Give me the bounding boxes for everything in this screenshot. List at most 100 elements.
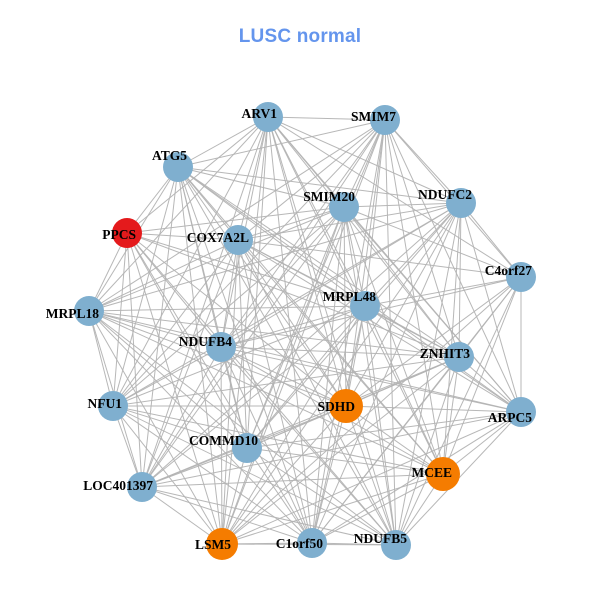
graph-node-label-ndufb5: NDUFB5 bbox=[354, 531, 407, 546]
graph-edge bbox=[442, 276, 522, 475]
graph-edge bbox=[246, 447, 444, 475]
graph-edge bbox=[237, 239, 347, 407]
graph-edge bbox=[112, 405, 248, 449]
graph-edge bbox=[88, 206, 345, 312]
graph-edge bbox=[364, 202, 462, 307]
graph-node-label-smim20: SMIM20 bbox=[303, 189, 355, 204]
graph-edge bbox=[141, 166, 179, 488]
graph-node-label-sdhd: SDHD bbox=[317, 399, 355, 414]
graph-edge bbox=[311, 405, 347, 544]
graph-edge bbox=[364, 276, 522, 307]
graph-edge bbox=[88, 310, 248, 449]
graph-node-znhit3[interactable] bbox=[444, 342, 474, 372]
node-layer[interactable] bbox=[74, 102, 536, 560]
graph-edge bbox=[345, 405, 444, 475]
graph-node-smim7[interactable] bbox=[370, 105, 400, 135]
graph-node-c1orf50[interactable] bbox=[297, 528, 327, 558]
graph-edge bbox=[141, 116, 269, 488]
graph-node-commd10[interactable] bbox=[232, 433, 262, 463]
graph-edge bbox=[237, 239, 444, 475]
graph-edge bbox=[364, 305, 444, 475]
graph-edge bbox=[126, 232, 143, 488]
page-title: LUSC normal bbox=[238, 26, 362, 47]
graph-edge bbox=[141, 305, 366, 488]
graph-node-label-atg5: ATG5 bbox=[152, 148, 187, 163]
graph-edge bbox=[311, 202, 462, 544]
graph-edge bbox=[112, 346, 222, 407]
graph-edge bbox=[141, 473, 444, 488]
graph-edge bbox=[141, 411, 522, 488]
graph-edge bbox=[395, 202, 462, 546]
graph-edge bbox=[112, 239, 239, 407]
graph-edge bbox=[88, 310, 222, 348]
graph-node-ndufb4[interactable] bbox=[206, 332, 236, 362]
graph-node-smim20[interactable] bbox=[329, 192, 359, 222]
graph-edge bbox=[311, 473, 444, 544]
graph-node-lsm5[interactable] bbox=[206, 528, 238, 560]
graph-edge bbox=[267, 116, 366, 307]
graph-node-label-znhit3: ZNHIT3 bbox=[420, 346, 471, 361]
graph-node-cox7a2l[interactable] bbox=[223, 225, 253, 255]
graph-edge bbox=[220, 239, 239, 348]
graph-edge bbox=[343, 206, 522, 278]
graph-node-mrpl48[interactable] bbox=[350, 291, 380, 321]
graph-edge bbox=[112, 405, 313, 544]
graph-edge bbox=[112, 405, 223, 545]
graph-edge bbox=[88, 119, 386, 312]
graph-edge bbox=[246, 116, 269, 449]
graph-edge bbox=[395, 276, 522, 546]
node-label-layer: ARV1 SMIM7 ATG5 SMIM20 NDUFC2 PPCS COX7A2L C4or… bbox=[46, 106, 532, 552]
graph-edge bbox=[237, 239, 522, 278]
graph-edge bbox=[112, 206, 345, 407]
graph-edge bbox=[311, 356, 460, 544]
graph-node-label-cox7a2l: COX7A2L bbox=[187, 230, 249, 245]
graph-edge bbox=[395, 356, 460, 546]
graph-edge bbox=[220, 346, 347, 407]
graph-edge bbox=[384, 119, 462, 204]
graph-edge bbox=[267, 116, 522, 278]
graph-edge bbox=[237, 116, 269, 241]
graph-edge bbox=[364, 305, 397, 546]
graph-edge bbox=[88, 202, 462, 312]
graph-node-label-mrpl48: MRPL48 bbox=[323, 289, 376, 304]
graph-node-c4orf27[interactable] bbox=[506, 262, 536, 292]
graph-node-label-c1orf50: C1orf50 bbox=[276, 536, 323, 551]
graph-edge bbox=[112, 119, 386, 407]
graph-edge bbox=[177, 166, 460, 358]
graph-node-label-arv1: ARV1 bbox=[241, 106, 277, 121]
graph-node-label-ndufb4: NDUFB4 bbox=[179, 334, 232, 349]
graph-edge bbox=[88, 310, 460, 358]
graph-edge bbox=[460, 202, 522, 278]
graph-edge bbox=[345, 405, 522, 413]
graph-node-mrpl18[interactable] bbox=[74, 296, 104, 326]
graph-edge bbox=[126, 232, 248, 449]
graph-edge bbox=[442, 356, 460, 475]
graph-edge bbox=[112, 202, 462, 407]
graph-edge bbox=[112, 405, 444, 475]
graph-edge bbox=[237, 239, 248, 449]
graph-node-ppcs[interactable] bbox=[112, 218, 142, 248]
graph-edge bbox=[88, 310, 522, 413]
graph-edge bbox=[267, 116, 386, 121]
graph-node-atg5[interactable] bbox=[163, 152, 193, 182]
graph-node-arpc5[interactable] bbox=[506, 397, 536, 427]
graph-node-loc401397[interactable] bbox=[127, 472, 157, 502]
graph-edge bbox=[343, 206, 366, 307]
graph-edge bbox=[141, 202, 462, 488]
graph-node-mcee[interactable] bbox=[426, 457, 460, 491]
edge-layer bbox=[88, 116, 522, 546]
graph-edge bbox=[267, 116, 313, 544]
graph-node-ndufb5[interactable] bbox=[381, 530, 411, 560]
graph-node-nfu1[interactable] bbox=[98, 391, 128, 421]
graph-edge bbox=[311, 411, 522, 544]
graph-node-ndufc2[interactable] bbox=[446, 188, 476, 218]
graph-edge bbox=[237, 239, 522, 413]
graph-edge bbox=[88, 310, 397, 546]
graph-edge bbox=[112, 116, 269, 407]
graph-node-arv1[interactable] bbox=[253, 102, 283, 132]
graph-edge bbox=[141, 486, 397, 546]
graph-node-sdhd[interactable] bbox=[329, 389, 363, 423]
graph-edge bbox=[343, 202, 462, 208]
